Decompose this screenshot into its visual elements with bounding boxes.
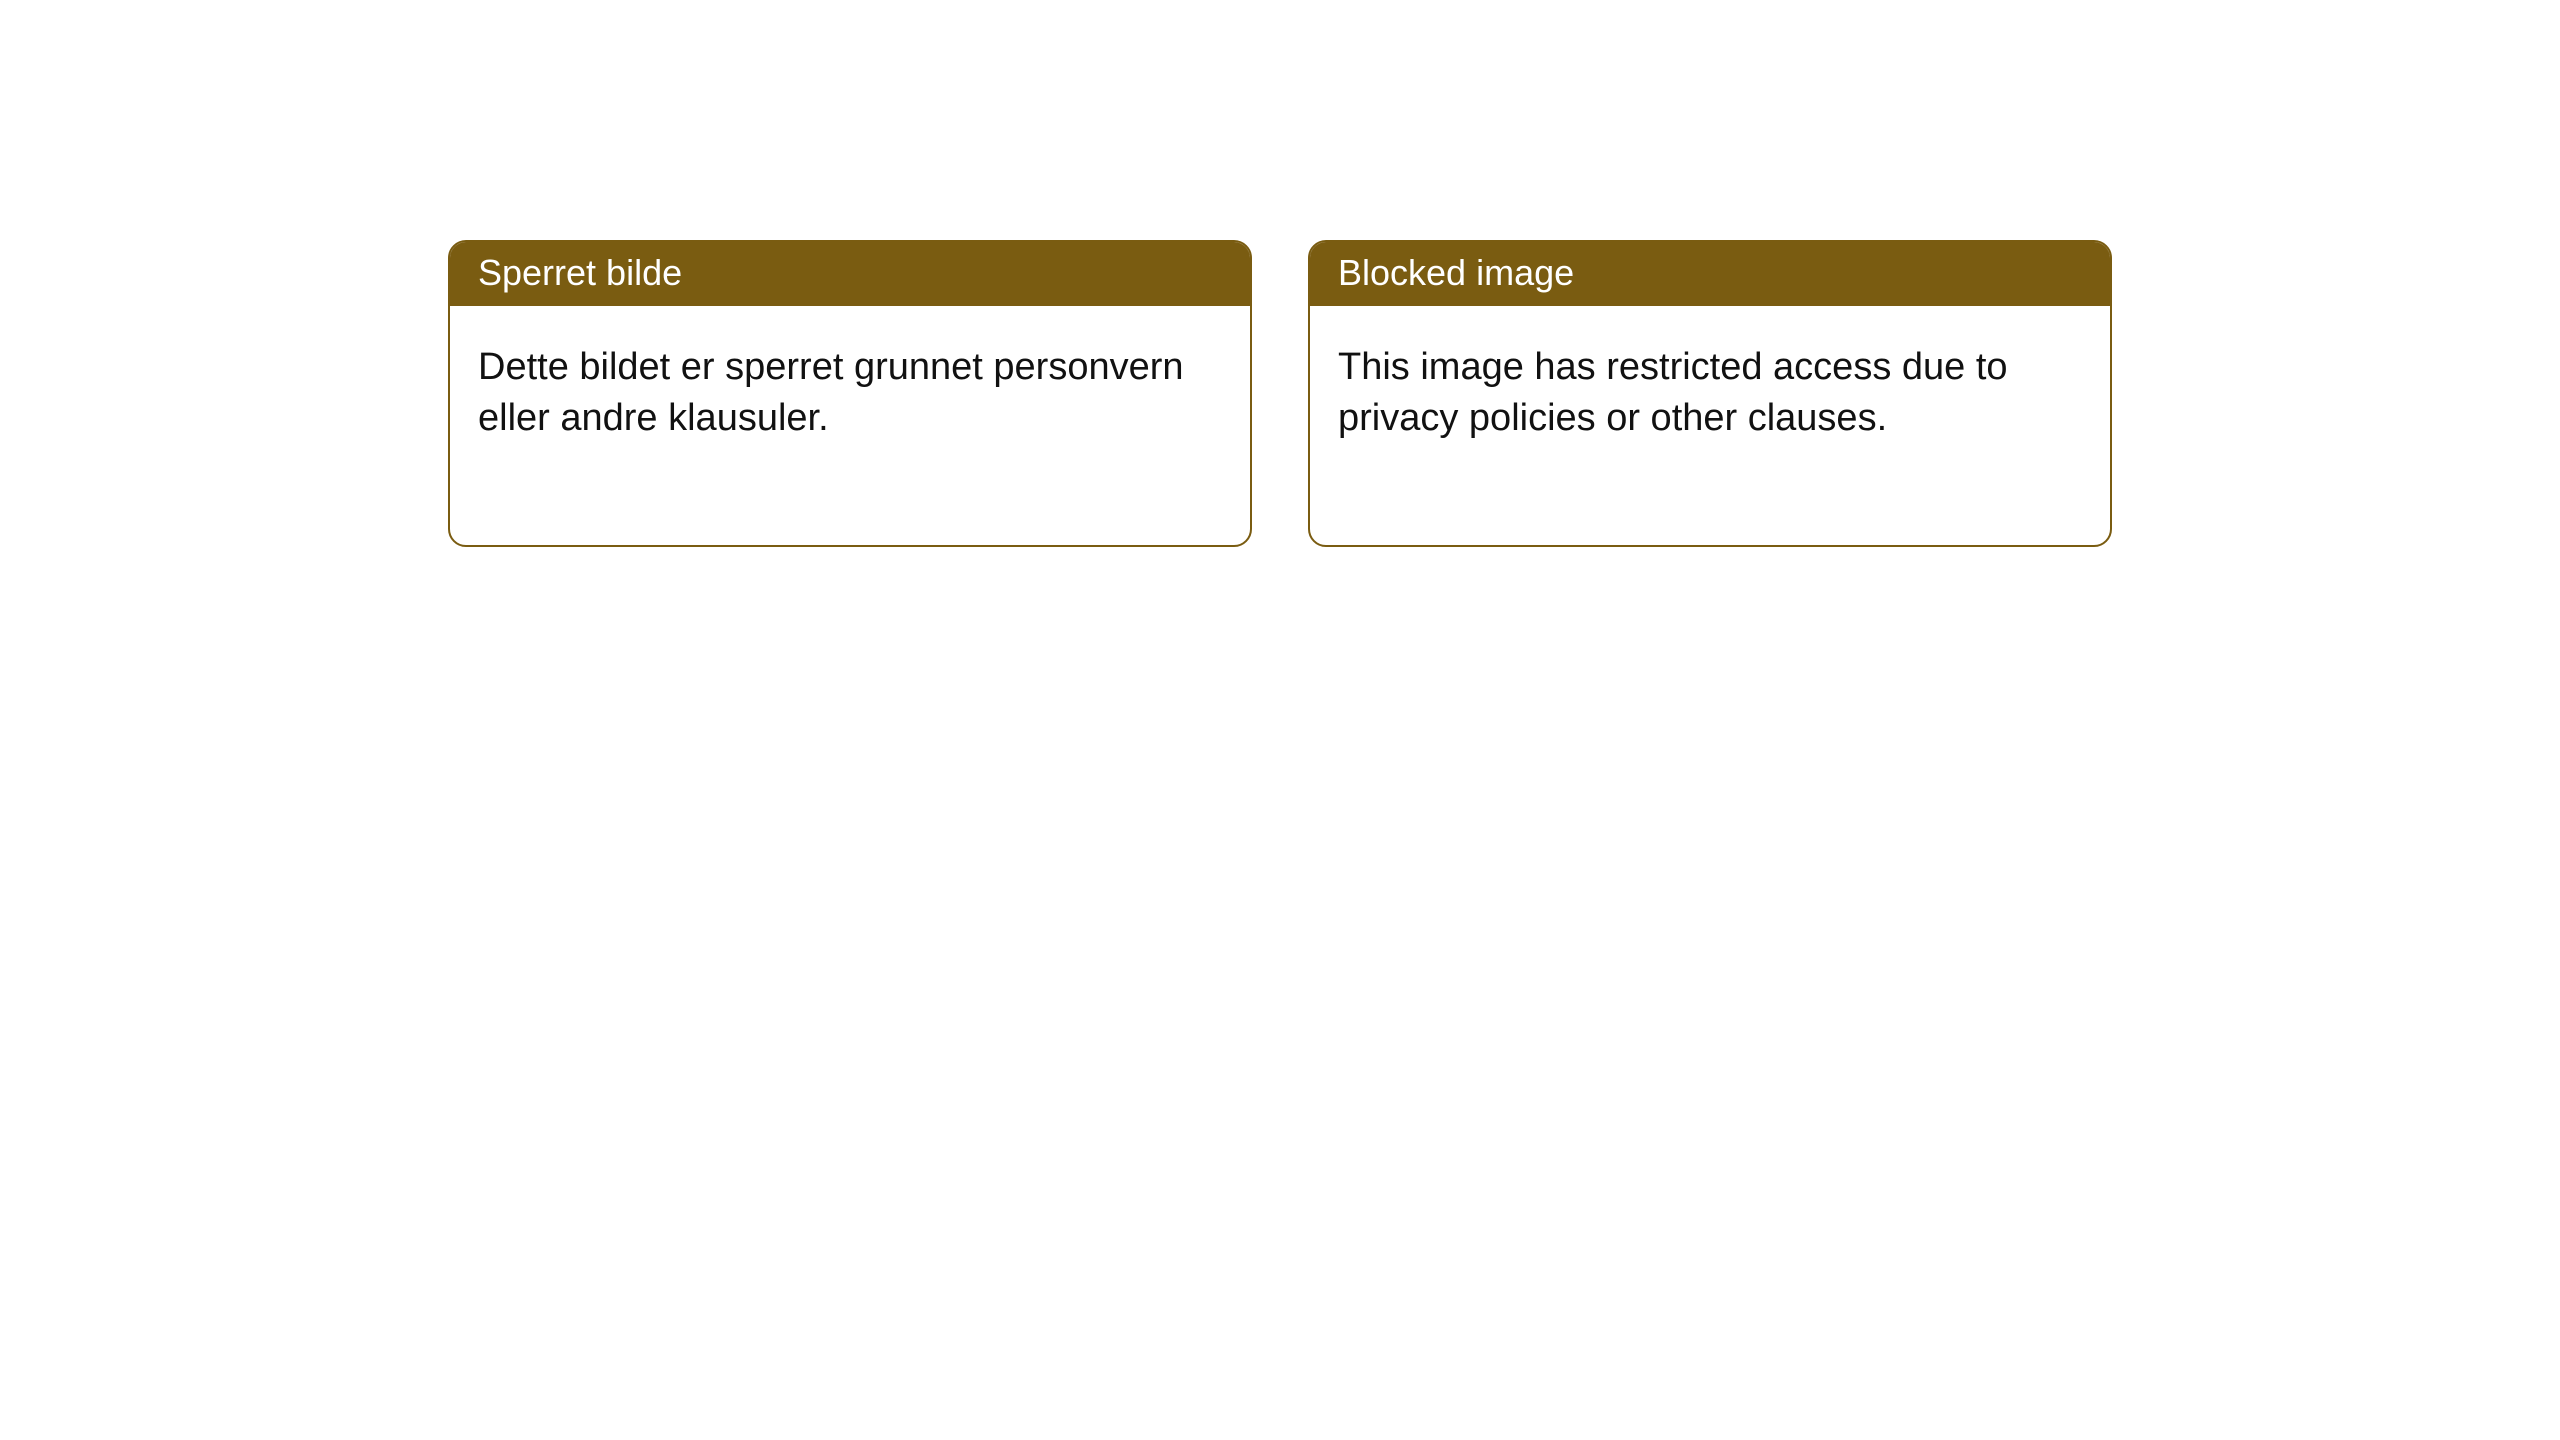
notice-container: Sperret bilde Dette bildet er sperret gr… <box>0 0 2560 547</box>
notice-card-norwegian: Sperret bilde Dette bildet er sperret gr… <box>448 240 1252 547</box>
notice-card-english: Blocked image This image has restricted … <box>1308 240 2112 547</box>
notice-card-body: Dette bildet er sperret grunnet personve… <box>450 306 1250 545</box>
notice-card-title: Blocked image <box>1310 242 2110 306</box>
notice-card-body: This image has restricted access due to … <box>1310 306 2110 545</box>
notice-card-title: Sperret bilde <box>450 242 1250 306</box>
